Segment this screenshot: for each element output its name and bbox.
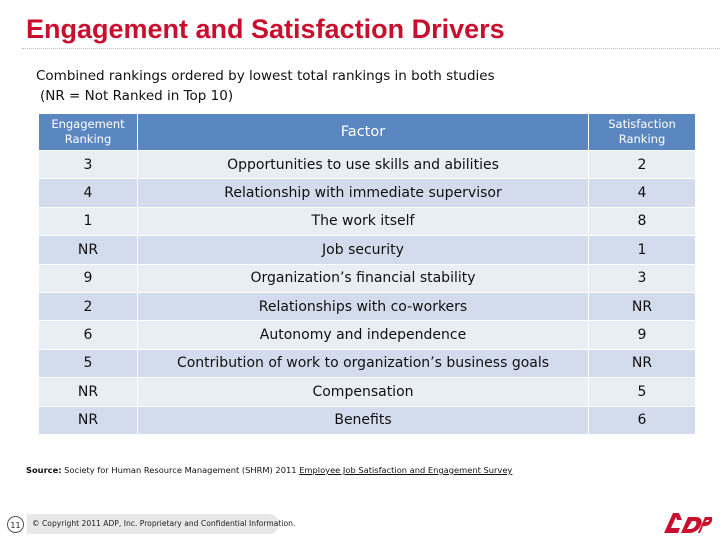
table-row: 4 Relationship with immediate supervisor… [38,178,696,208]
satisfaction-cell: 4 [588,178,696,208]
header-factor: Factor [137,113,589,151]
engagement-cell: NR [38,377,138,407]
satisfaction-cell: 1 [588,235,696,265]
engagement-cell: 1 [38,206,138,237]
subtitle-line-1: Combined rankings ordered by lowest tota… [36,68,495,84]
satisfaction-cell: NR [588,348,696,379]
engagement-cell: NR [38,405,138,435]
adp-logo-icon [664,513,712,533]
title-divider [22,48,720,49]
header-satisfaction-ranking: Satisfaction Ranking [588,113,696,151]
subtitle-line-2: (NR = Not Ranked in Top 10) [40,88,234,104]
table-row: 6 Autonomy and independence 9 [38,320,696,350]
table-row: NR Compensation 5 [38,377,696,407]
factor-cell: Compensation [137,377,589,407]
table-row: 9 Organization’s financial stability 3 [38,263,696,293]
rankings-table: Engagement Ranking Factor Satisfaction R… [38,113,696,435]
engagement-cell: 9 [38,263,138,293]
engagement-cell: 2 [38,291,138,322]
header-engagement-ranking: Engagement Ranking [38,113,138,151]
engagement-cell: 5 [38,348,138,379]
engagement-cell: 4 [38,178,138,208]
factor-cell: Opportunities to use skills and abilitie… [137,149,589,180]
table-row: 1 The work itself 8 [38,206,696,237]
factor-cell: Job security [137,235,589,265]
source-text: Society for Human Resource Management (S… [61,465,300,475]
factor-cell: Organization’s financial stability [137,263,589,293]
factor-cell: Contribution of work to organization’s b… [137,348,589,379]
engagement-cell: 6 [38,320,138,350]
table-row: 2 Relationships with co-workers NR [38,291,696,322]
slide-title: Engagement and Satisfaction Drivers [26,14,505,44]
copyright-notice: © Copyright 2011 ADP, Inc. Proprietary a… [27,514,295,534]
satisfaction-cell: 3 [588,263,696,293]
factor-cell: Autonomy and independence [137,320,589,350]
source-note: Source: Society for Human Resource Manag… [26,465,512,475]
page-number: 11 [7,516,24,533]
factor-cell: The work itself [137,206,589,237]
factor-cell: Benefits [137,405,589,435]
survey-link[interactable]: Employee Job Satisfaction and Engagement… [299,465,513,475]
engagement-cell: 3 [38,149,138,180]
satisfaction-cell: 9 [588,320,696,350]
table-row: NR Job security 1 [38,235,696,265]
table-row: 5 Contribution of work to organization’s… [38,348,696,379]
factor-cell: Relationships with co-workers [137,291,589,322]
satisfaction-cell: 5 [588,377,696,407]
satisfaction-cell: NR [588,291,696,322]
satisfaction-cell: 2 [588,149,696,180]
factor-cell: Relationship with immediate supervisor [137,178,589,208]
table-row: 3 Opportunities to use skills and abilit… [38,149,696,180]
satisfaction-cell: 8 [588,206,696,237]
table-header-row: Engagement Ranking Factor Satisfaction R… [38,113,696,151]
engagement-cell: NR [38,235,138,265]
source-label: Source: [26,465,62,475]
table-row: NR Benefits 6 [38,405,696,435]
slide-subtitle: Combined rankings ordered by lowest tota… [36,66,495,106]
satisfaction-cell: 6 [588,405,696,435]
